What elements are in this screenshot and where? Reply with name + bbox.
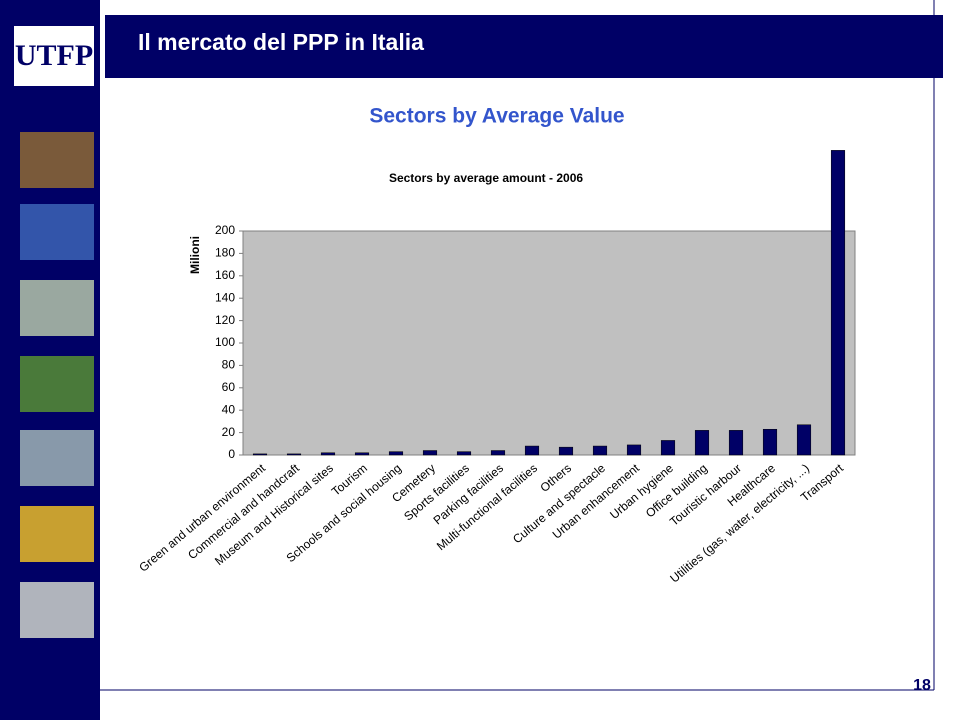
bar <box>592 445 608 456</box>
photo <box>20 356 94 412</box>
heading: Sectors by Average Value <box>369 105 624 128</box>
bar <box>422 450 438 456</box>
y-tick-label: 80 <box>222 358 236 372</box>
photo <box>20 506 94 562</box>
slide-title: Il mercato del PPP in Italia <box>138 29 424 55</box>
bar <box>388 451 404 456</box>
bar <box>490 450 506 456</box>
photo <box>20 204 94 260</box>
bar <box>694 430 710 456</box>
y-tick-label: 120 <box>215 313 235 327</box>
y-tick-label: 60 <box>222 380 236 394</box>
y-tick-label: 160 <box>215 268 235 282</box>
page-number: 18 <box>913 677 931 694</box>
photo <box>20 430 94 486</box>
y-tick-label: 100 <box>215 335 235 349</box>
bar <box>830 150 846 456</box>
bar <box>660 440 676 456</box>
plot-area <box>242 230 856 456</box>
bar <box>456 451 472 456</box>
title-bar <box>105 15 943 78</box>
y-tick-label: 0 <box>228 447 235 461</box>
y-tick-label: 140 <box>215 290 235 304</box>
x-tick-label: Green and urban environment <box>136 461 268 575</box>
bar <box>762 428 778 456</box>
bar <box>354 452 370 456</box>
bar <box>320 452 336 456</box>
logo: UTFP <box>15 39 93 72</box>
photo <box>20 582 94 638</box>
bar <box>252 453 268 456</box>
logo-box <box>14 26 94 86</box>
bar <box>558 446 574 456</box>
y-tick-label: 20 <box>222 425 236 439</box>
y-axis-label: Milioni <box>188 236 202 274</box>
bar <box>796 424 812 456</box>
photo <box>20 280 94 336</box>
bar <box>286 453 302 456</box>
chart-title: Sectors by average amount - 2006 <box>389 171 583 185</box>
y-tick-label: 200 <box>215 223 235 237</box>
y-tick-label: 180 <box>215 246 235 260</box>
y-tick-label: 40 <box>222 402 236 416</box>
bar <box>626 444 642 456</box>
bar <box>728 430 744 456</box>
photo <box>20 132 94 188</box>
bar <box>524 445 540 456</box>
